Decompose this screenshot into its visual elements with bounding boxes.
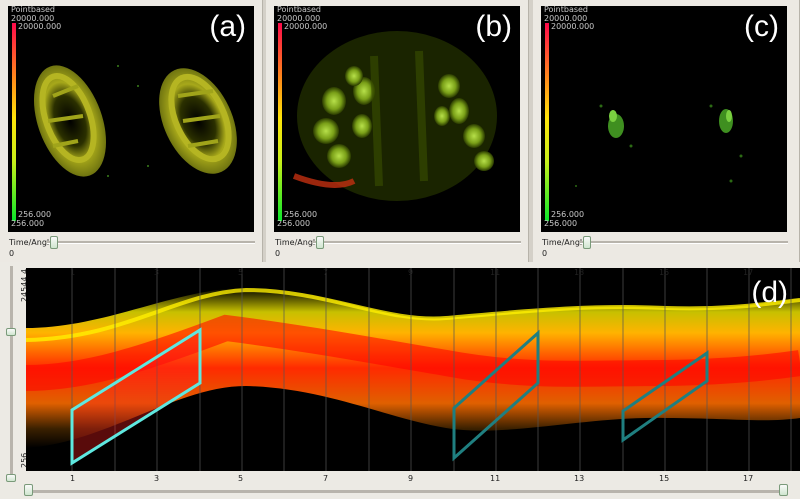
bottom-tick: 9 — [408, 474, 414, 483]
kidney-blobs-right — [434, 74, 494, 171]
top-tick: 5 — [238, 268, 244, 277]
vertical-range-upper-handle[interactable] — [6, 328, 16, 336]
panel-a: Pointbased 20000.000 20000.000 256.000 2… — [0, 0, 263, 262]
panel-label: (b) — [475, 10, 512, 43]
time-angle-value: 0 — [275, 249, 281, 258]
bottom-tick: 7 — [323, 474, 329, 483]
time-slider-handle[interactable] — [50, 236, 58, 249]
time-slider-handle[interactable] — [583, 236, 591, 249]
time-slider-track[interactable] — [47, 241, 255, 244]
time-angle-label: Time/Angle: — [275, 238, 323, 247]
colorbar-max-alt: 20000.000 — [284, 22, 328, 31]
top-tick: 1 — [70, 268, 76, 277]
brush-selection-1[interactable] — [70, 327, 202, 466]
colorbar-max: 20000.000 — [544, 14, 588, 23]
panel-label: (c) — [744, 10, 779, 43]
time-slider-handle[interactable] — [316, 236, 324, 249]
colorbar-title: Pointbased — [544, 6, 589, 14]
bottom-tick: 17 — [743, 474, 754, 483]
vertical-range-track[interactable] — [10, 266, 13, 480]
pcp-axes — [71, 268, 792, 471]
colorbar — [545, 23, 549, 221]
sparse-points — [575, 104, 743, 187]
panel-label: (a) — [209, 10, 246, 43]
colorbar-min: 256.000 — [284, 210, 318, 219]
colorbar-title: Pointbased — [277, 6, 322, 14]
time-angle-value: 0 — [9, 249, 15, 258]
colorbar — [278, 23, 282, 221]
colorbar-max: 20000.000 — [277, 14, 321, 23]
colorbar-min: 256.000 — [18, 210, 52, 219]
time-slider-track[interactable] — [580, 241, 788, 244]
top-tick: 7 — [323, 268, 329, 277]
colorbar-min-alt: 256.000 — [11, 219, 45, 228]
colorbar-max-alt: 20000.000 — [18, 22, 62, 31]
colorbar — [12, 23, 16, 221]
viewport-b[interactable]: Pointbased 20000.000 20000.000 256.000 2… — [274, 6, 520, 232]
top-tick: 13 — [574, 268, 585, 277]
horizontal-range-left-handle[interactable] — [24, 484, 33, 496]
top-tick: 3 — [154, 268, 160, 277]
horizontal-range-track[interactable] — [26, 490, 786, 493]
viewport-a[interactable]: Pointbased 20000.000 20000.000 256.000 2… — [8, 6, 254, 232]
panel-c: Pointbased 20000.000 20000.000 256.000 2… — [533, 0, 800, 262]
time-angle-label: Time/Angle: — [542, 238, 590, 247]
colorbar-min-alt: 256.000 — [544, 219, 578, 228]
panel-b: Pointbased 20000.000 20000.000 256.000 2… — [266, 0, 529, 262]
bottom-tick: 13 — [574, 474, 585, 483]
vertical-range-lower-handle[interactable] — [6, 474, 16, 482]
colorbar-min: 256.000 — [551, 210, 585, 219]
colorbar-max-alt: 20000.000 — [551, 22, 595, 31]
viewport-c[interactable]: Pointbased 20000.000 20000.000 256.000 2… — [541, 6, 787, 232]
top-tick: 11 — [490, 268, 501, 277]
kidney-left — [33, 65, 107, 177]
time-slider-track[interactable] — [313, 241, 521, 244]
kidney-blobs-left — [313, 66, 375, 168]
brush-selection-3[interactable] — [621, 350, 709, 443]
horizontal-range-right-handle[interactable] — [779, 484, 788, 496]
bottom-tick: 11 — [490, 474, 501, 483]
bottom-tick: 1 — [70, 474, 76, 483]
top-tick: 15 — [659, 268, 670, 277]
parallel-coordinates-panel: 24544.4 256 — [0, 262, 800, 499]
colorbar-max: 20000.000 — [11, 14, 55, 23]
brush-selection-2[interactable] — [452, 329, 540, 462]
kidney-right — [159, 68, 237, 174]
panel-label: (d) — [751, 276, 788, 309]
colorbar-title: Pointbased — [11, 6, 56, 14]
bottom-tick: 5 — [238, 474, 244, 483]
top-tick: 17 — [743, 268, 754, 277]
time-angle-value: 0 — [542, 249, 548, 258]
bottom-tick: 15 — [659, 474, 670, 483]
pcp-plot[interactable] — [25, 268, 800, 471]
bottom-tick: 3 — [154, 474, 160, 483]
colorbar-min-alt: 256.000 — [277, 219, 311, 228]
time-angle-label: Time/Angle: — [9, 238, 57, 247]
top-tick: 9 — [408, 268, 414, 277]
